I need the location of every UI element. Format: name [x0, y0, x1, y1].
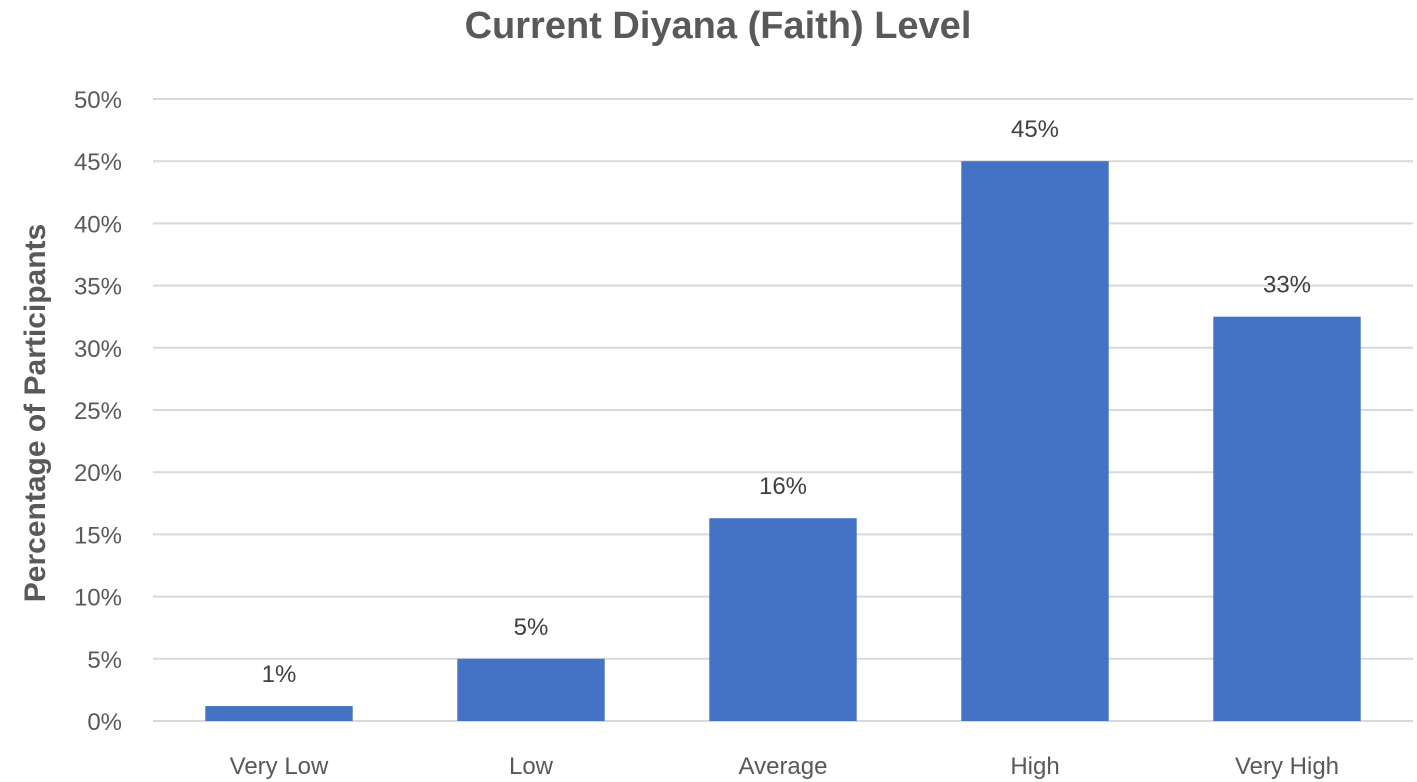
x-tick-label: High [1010, 753, 1059, 780]
bar [961, 161, 1109, 721]
y-tick-label: 40% [74, 211, 122, 238]
y-tick-label: 50% [74, 87, 122, 114]
y-tick-label: 35% [74, 274, 122, 301]
y-tick-label: 20% [74, 460, 122, 487]
data-label: 5% [514, 614, 549, 641]
y-tick-label: 10% [74, 585, 122, 612]
data-label: 45% [1011, 116, 1059, 143]
bar [1213, 316, 1361, 721]
data-labels: 1% 5% 16% 45% 33% [262, 116, 1311, 688]
x-axis-ticks: Very Low Low Average High Very High [230, 753, 1339, 780]
y-tick-label: 45% [74, 149, 122, 176]
y-tick-label: 25% [74, 398, 122, 425]
bar [457, 658, 605, 721]
chart-title: Current Diyana (Faith) Level [465, 5, 972, 47]
y-tick-label: 15% [74, 522, 122, 549]
bar [709, 518, 857, 721]
gridlines [153, 98, 1413, 722]
y-tick-label: 0% [87, 709, 122, 736]
y-axis-ticks: 0% 5% 10% 15% 20% 25% 30% 35% 40% 45% 50% [74, 87, 122, 736]
y-tick-label: 30% [74, 336, 122, 363]
bars [205, 161, 1361, 721]
data-label: 16% [759, 473, 807, 500]
x-tick-label: Average [739, 753, 828, 780]
x-tick-label: Low [509, 753, 554, 780]
bar [205, 706, 353, 721]
data-label: 1% [262, 661, 297, 688]
data-label: 33% [1263, 272, 1311, 299]
x-tick-label: Very Low [230, 753, 329, 780]
y-tick-label: 5% [87, 647, 122, 674]
y-axis-label: Percentage of Participants [19, 224, 52, 602]
x-tick-label: Very High [1235, 753, 1339, 780]
